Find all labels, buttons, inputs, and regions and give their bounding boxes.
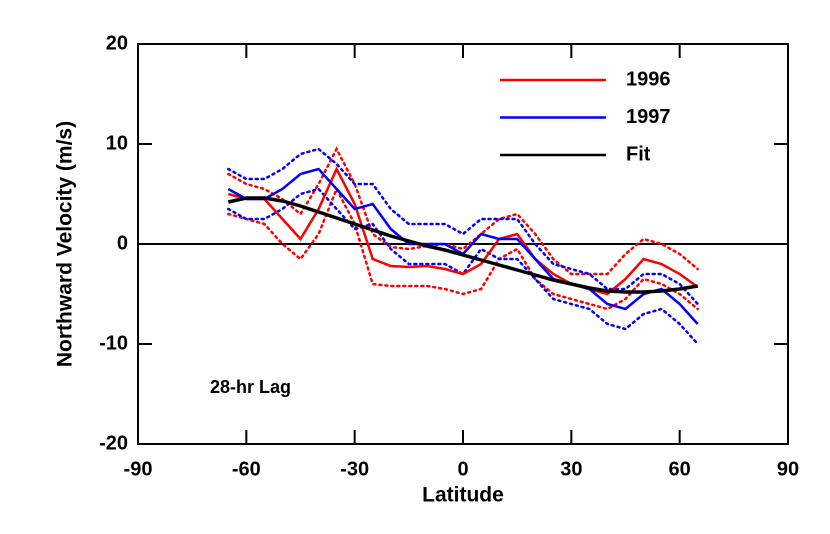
series-line [227,166,699,296]
error-band-upper [227,147,699,306]
x-tick-label: 90 [777,458,799,480]
y-tick-label: 0 [117,232,128,254]
legend-label: 1996 [626,68,671,90]
y-axis-title: Northward Velocity (m/s) [54,121,77,367]
x-axis-title: Latitude [422,484,504,507]
legend-label: Fit [626,143,651,165]
legend-label: 1997 [626,106,671,128]
series-line [227,196,698,294]
x-tick-label: -90 [124,458,153,480]
error-band-upper [227,146,699,276]
x-tick-label: 60 [669,458,691,480]
y-tick-label: 10 [106,132,128,154]
y-tick-label: 20 [106,32,128,54]
annotation: 28-hr Lag [210,377,291,397]
x-tick-label: 30 [560,458,582,480]
x-tick-label: -60 [232,458,261,480]
y-tick-label: -20 [99,432,128,454]
y-tick-label: -10 [99,332,128,354]
series-line [227,167,699,325]
error-band-lower [227,185,699,311]
x-tick-label: 0 [457,458,468,480]
x-tick-label: -30 [340,458,369,480]
